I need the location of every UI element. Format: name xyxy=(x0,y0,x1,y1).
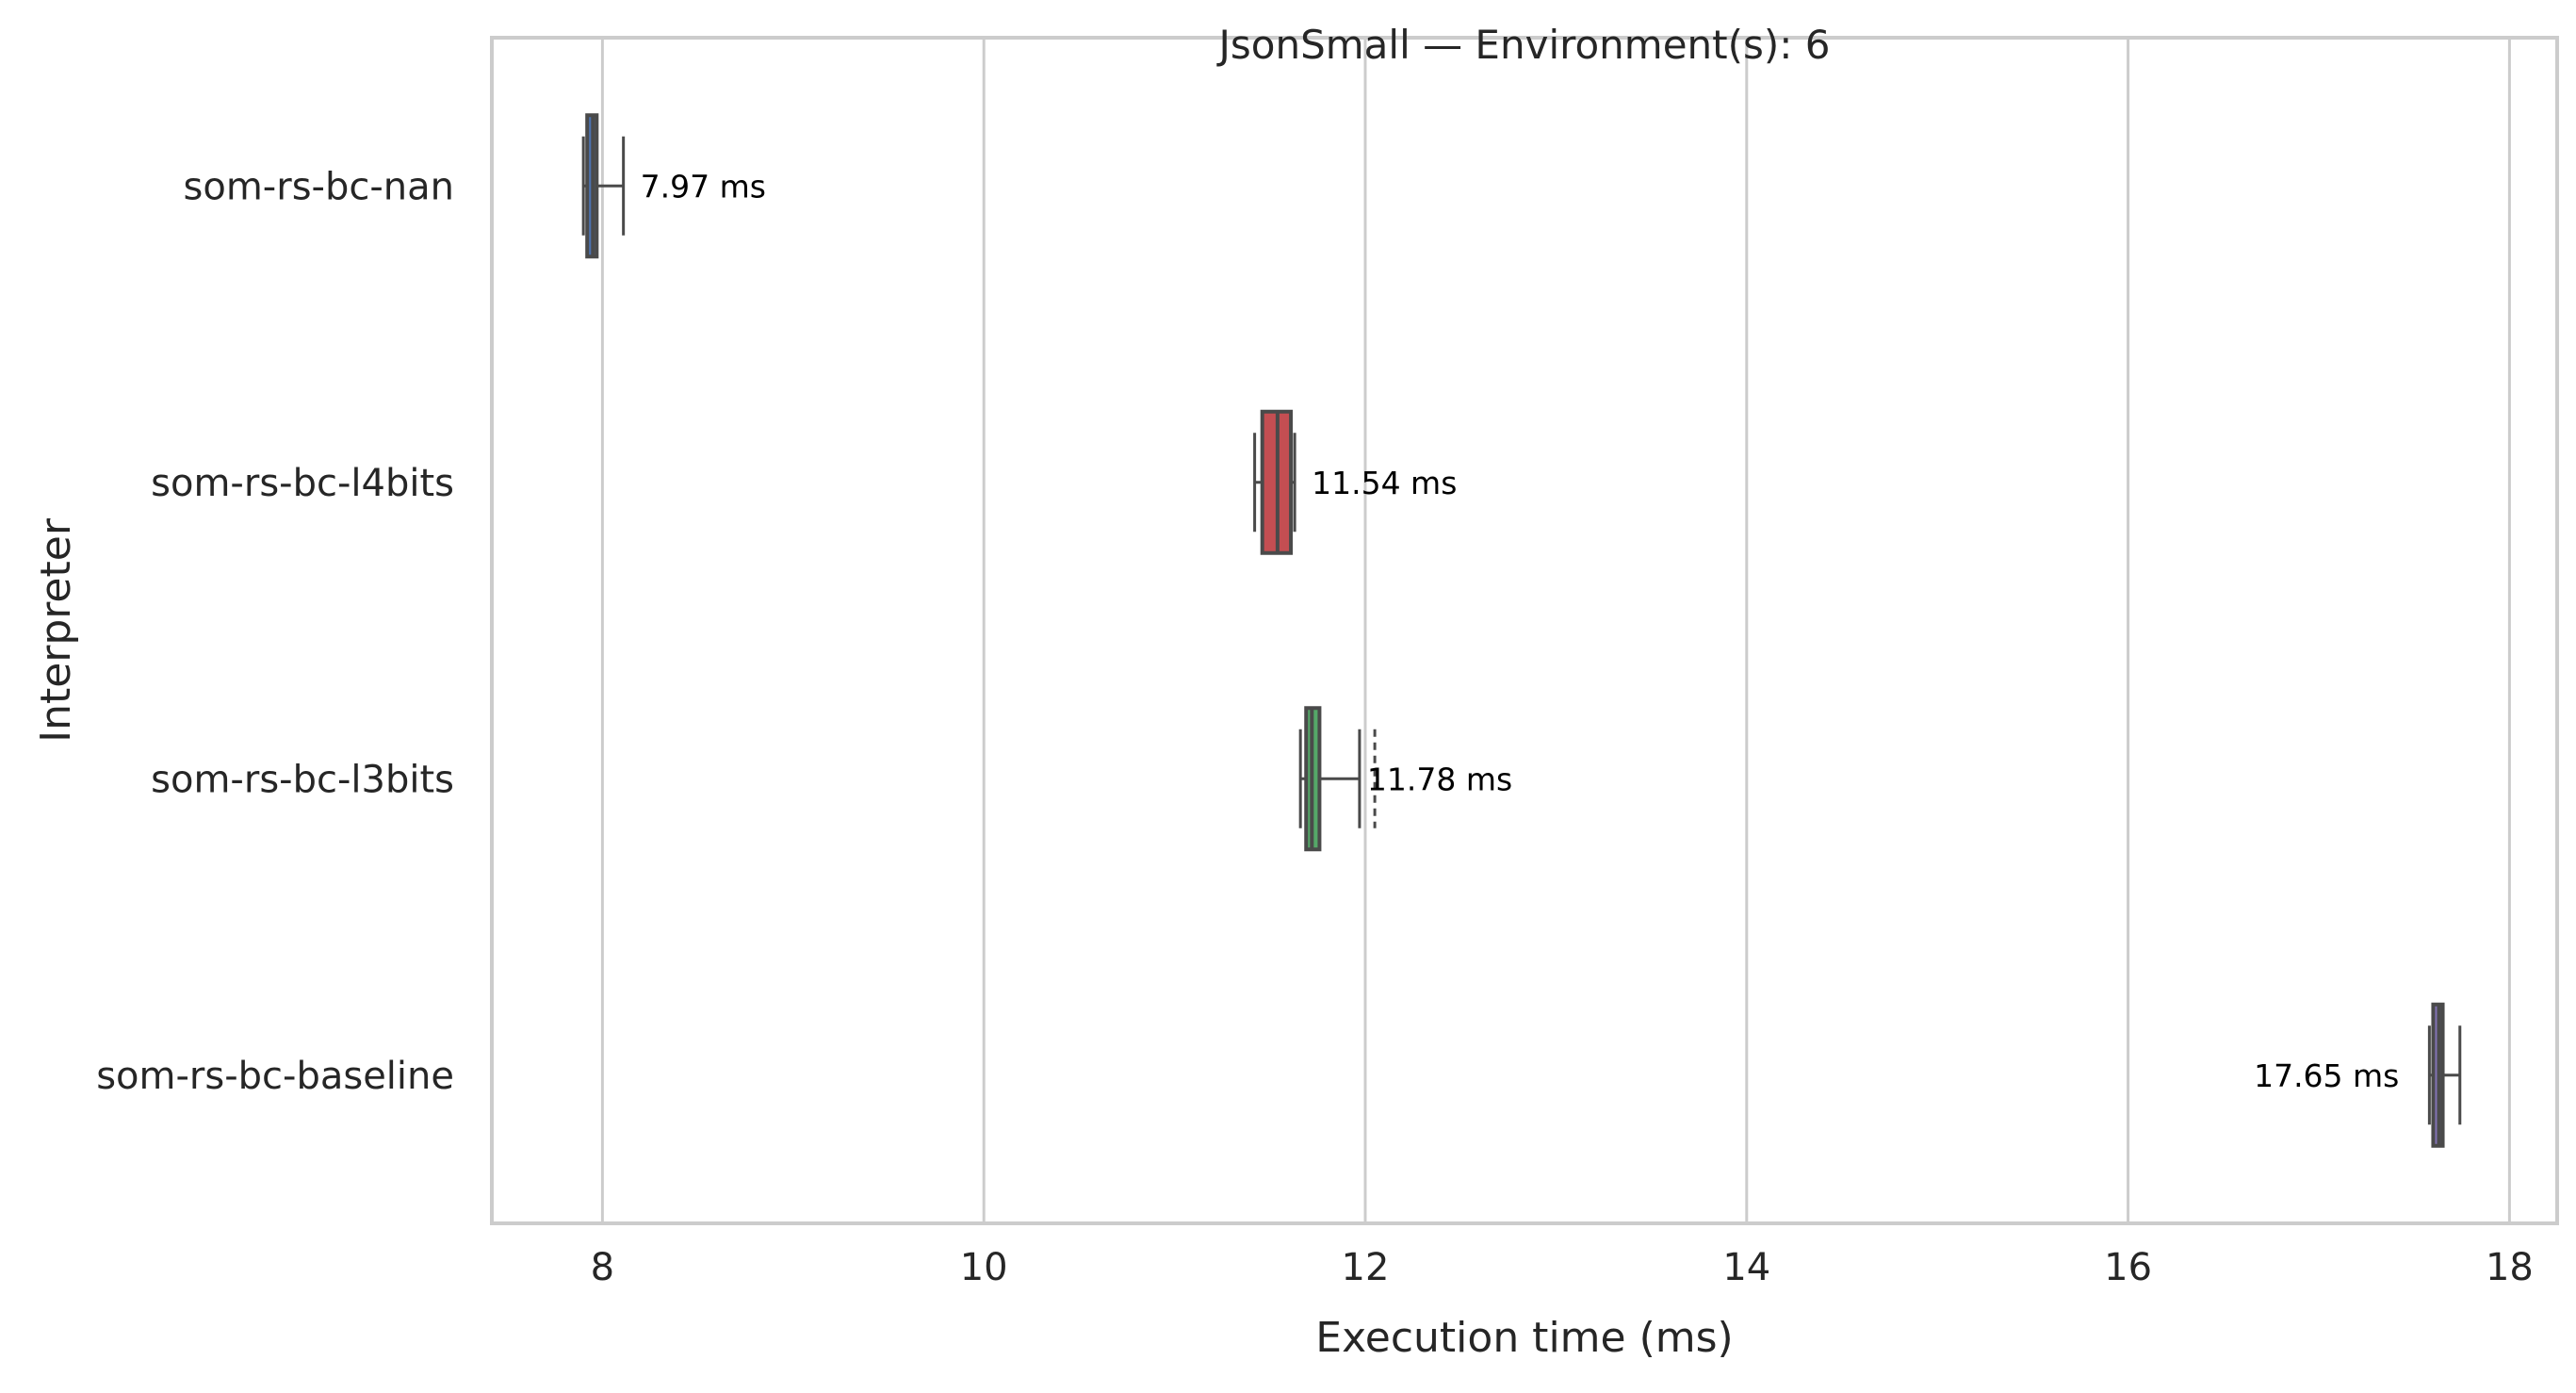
x-axis-label: Execution time (ms) xyxy=(1315,1314,1733,1362)
value-label: 11.78 ms xyxy=(1367,761,1512,797)
ticks-layer: 8 10 12 14 16 18 som-rs-bc-nan som-rs-bc-l4bits… xyxy=(96,165,2534,1289)
boxes-layer xyxy=(581,113,2462,1148)
y-tick-label: som-rs-bc-l3bits xyxy=(151,758,454,801)
x-tick-label: 18 xyxy=(2486,1246,2534,1289)
x-tick-label: 12 xyxy=(1342,1246,1390,1289)
y-tick-label: som-rs-bc-nan xyxy=(184,165,454,208)
grid-layer xyxy=(600,38,2511,1223)
labels-layer: 7.97 ms 11.54 ms 11.78 ms 17.65 ms xyxy=(641,168,2400,1094)
x-tick-label: 16 xyxy=(2104,1246,2152,1289)
x-tick-label: 8 xyxy=(591,1246,614,1289)
box-som-rs-bc-baseline xyxy=(2427,1002,2462,1148)
chart-title: JsonSmall — Environment(s): 6 xyxy=(1216,22,1831,68)
value-label: 7.97 ms xyxy=(641,168,766,205)
y-tick-label: som-rs-bc-l4bits xyxy=(151,462,454,505)
box-som-rs-bc-l4bits xyxy=(1253,409,1296,555)
y-tick-label: som-rs-bc-baseline xyxy=(96,1055,454,1098)
plot-frame xyxy=(490,36,2559,1225)
x-tick-label: 14 xyxy=(1722,1246,1770,1289)
value-label: 17.65 ms xyxy=(2254,1057,2399,1094)
value-label: 11.54 ms xyxy=(1312,465,1457,501)
box-som-rs-bc-nan xyxy=(581,113,626,259)
box-som-rs-bc-l3bits xyxy=(1298,706,1377,852)
y-axis-label: Interpreter xyxy=(32,517,80,743)
x-tick-label: 10 xyxy=(960,1246,1008,1289)
